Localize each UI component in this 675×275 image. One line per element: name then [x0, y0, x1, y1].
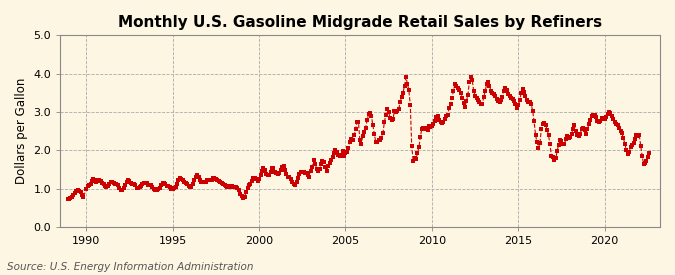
Text: Source: U.S. Energy Information Administration: Source: U.S. Energy Information Administ…	[7, 262, 253, 272]
Title: Monthly U.S. Gasoline Midgrade Retail Sales by Refiners: Monthly U.S. Gasoline Midgrade Retail Sa…	[118, 15, 602, 30]
Y-axis label: Dollars per Gallon: Dollars per Gallon	[15, 78, 28, 185]
